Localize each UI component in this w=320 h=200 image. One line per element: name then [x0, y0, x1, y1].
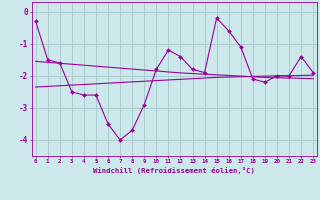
X-axis label: Windchill (Refroidissement éolien,°C): Windchill (Refroidissement éolien,°C) [93, 167, 255, 174]
